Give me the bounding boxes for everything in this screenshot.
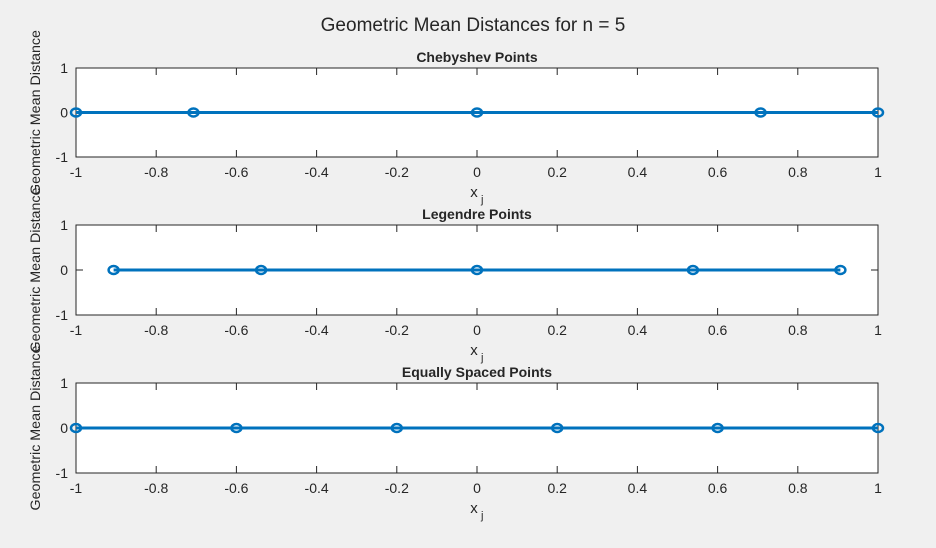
x-axis-label: x [470, 342, 478, 359]
x-tick-label: 0.2 [547, 164, 567, 180]
x-tick-label: 0.8 [788, 164, 808, 180]
data-point [470, 107, 484, 118]
x-tick-label: -0.8 [144, 322, 168, 338]
x-tick-label: 0 [473, 164, 481, 180]
y-tick-label: 1 [60, 217, 68, 233]
x-tick-label: 0.4 [628, 164, 648, 180]
x-axis-label: x [470, 500, 478, 517]
x-tick-label: -0.4 [305, 164, 329, 180]
x-tick-label: -1 [70, 322, 83, 338]
y-axis-label: Geometric Mean Distance [27, 187, 43, 352]
x-tick-label: 0.2 [547, 322, 567, 338]
y-tick-label: -1 [56, 465, 69, 481]
x-axis-label: x [470, 184, 478, 201]
y-tick-label: 0 [60, 262, 68, 278]
x-tick-label: -0.6 [224, 164, 248, 180]
x-tick-label: -1 [70, 164, 83, 180]
data-point [390, 422, 404, 434]
data-point [230, 422, 243, 434]
subplot-1: -1 -0.8 -0.6 -0.4 -0.2 0 0.2 0.4 0.6 0.8 1 -1 0 1 Cheb… [27, 30, 885, 206]
y-tick-label: 1 [60, 375, 68, 391]
y-tick-label: 0 [60, 420, 68, 436]
x-tick-label: -1 [70, 480, 83, 496]
data-point [254, 264, 268, 276]
y-axis-label: Geometric Mean Distance [27, 345, 43, 510]
x-tick-label: -0.6 [224, 322, 248, 338]
x-tick-label: 0.8 [788, 480, 808, 496]
data-point [107, 264, 120, 276]
x-tick-label: -0.2 [385, 322, 409, 338]
x-tick-label: -0.8 [144, 164, 168, 180]
x-tick-label: 0 [473, 322, 481, 338]
data-point [711, 422, 724, 434]
figure-suptitle: Geometric Mean Distances for n = 5 [321, 15, 626, 36]
subplot-title: Legendre Points [422, 206, 532, 222]
x-tick-label: 0 [473, 480, 481, 496]
x-tick-label: -0.4 [305, 322, 329, 338]
data-point [69, 107, 83, 118]
x-axis-label-subscript: j [480, 194, 483, 206]
data-point [550, 422, 564, 434]
subplot-2: -1 -0.8 -0.6 -0.4 -0.2 0 0.2 0.4 0.6 0.8 1 -1 0 1 Lege… [27, 187, 882, 364]
x-axis-label-subscript: j [480, 510, 483, 522]
y-tick-label: 0 [60, 105, 68, 121]
data-point [187, 107, 200, 118]
axes-box [75, 224, 879, 316]
x-tick-label: 0.6 [708, 164, 728, 180]
x-tick-label: 0.6 [708, 480, 728, 496]
data-point [69, 422, 83, 434]
x-tick-label: -0.8 [144, 480, 168, 496]
y-tick-label: -1 [56, 307, 69, 323]
x-tick-label: -0.2 [385, 480, 409, 496]
x-tick-label: 1 [874, 322, 882, 338]
data-point [871, 422, 885, 434]
subplot-title: Equally Spaced Points [402, 364, 552, 380]
subplot-3: -1 -0.8 -0.6 -0.4 -0.2 0 0.2 0.4 0.6 0.8 1 -1 0 1 Equa… [27, 345, 885, 522]
x-axis-label-subscript: j [480, 352, 483, 364]
axes-container: -1 -0.8 -0.6 -0.4 -0.2 0 0.2 0.4 0.6 0.8 1 -1 0 1 Cheb… [27, 30, 885, 522]
data-point [470, 264, 484, 276]
data-point [686, 264, 700, 276]
x-tick-label: 0.8 [788, 322, 808, 338]
x-tick-label: 1 [874, 480, 882, 496]
data-point [834, 264, 847, 276]
data-point [754, 107, 767, 118]
x-tick-label: 0.4 [628, 322, 648, 338]
x-tick-label: -0.6 [224, 480, 248, 496]
x-tick-label: 0.6 [708, 322, 728, 338]
x-tick-label: -0.4 [305, 480, 329, 496]
y-axis-label: Geometric Mean Distance [27, 30, 43, 195]
subplot-title: Chebyshev Points [416, 49, 538, 65]
data-point [871, 107, 885, 118]
x-tick-label: 0.4 [628, 480, 648, 496]
y-tick-label: 1 [60, 60, 68, 76]
x-tick-label: -0.2 [385, 164, 409, 180]
y-tick-label: -1 [56, 149, 69, 165]
x-tick-label: 1 [874, 164, 882, 180]
x-tick-label: 0.2 [547, 480, 567, 496]
